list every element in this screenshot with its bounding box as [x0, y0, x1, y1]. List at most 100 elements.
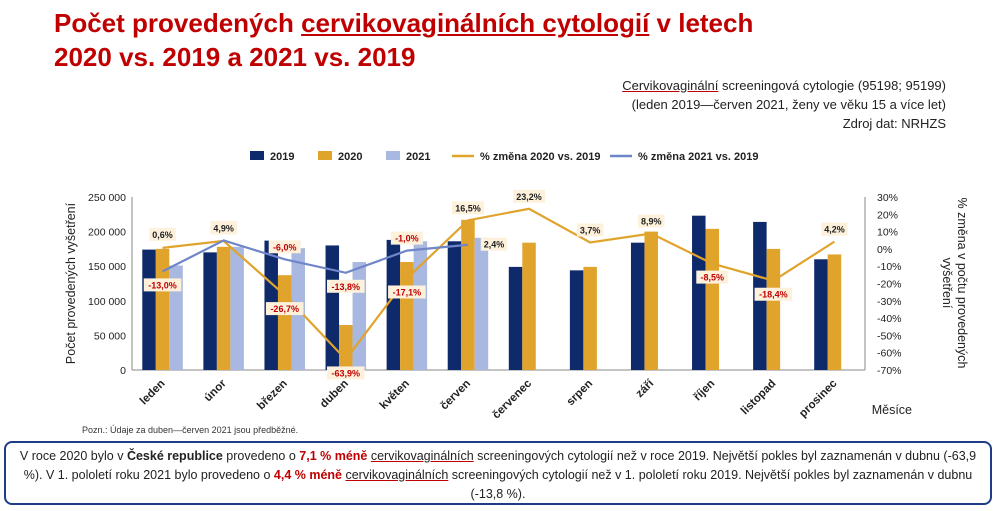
data-label-2021-červen: 2,4%: [484, 240, 505, 250]
title-part-2: cervikovaginálních cytologií: [301, 8, 650, 38]
bar-2021-červen: [474, 237, 489, 370]
legend-swatch-1: [318, 151, 332, 160]
bar-2019-duben: [325, 245, 340, 370]
data-label-2021-březen: -6,0%: [273, 242, 297, 252]
y2-tick-label: -50%: [877, 330, 902, 342]
subtitle-part-2: screeningová cytologie (95198; 95199): [718, 78, 946, 93]
data-label-2021-leden: -13,0%: [148, 280, 177, 290]
data-label-2020-srpen-bg: [576, 223, 604, 237]
data-label-2021-duben: -13,8%: [332, 282, 361, 292]
bar-2019-leden: [142, 249, 156, 370]
bar-2020-září: [644, 231, 658, 370]
y-tick-label: 0: [120, 365, 126, 377]
data-label-2021-únor-bg: [210, 221, 237, 235]
y-axis-title: Počet provedených vyšetření: [64, 202, 78, 364]
bar-2020-červenec: [522, 242, 536, 370]
x-tick-label: únor: [202, 377, 229, 404]
line-series-3: [162, 207, 836, 362]
data-label-2021-únor: 4,9%: [213, 223, 234, 233]
footnote: Pozn.: Údaje za duben—červen 2021 jsou p…: [82, 425, 299, 435]
x-tick-label: září: [634, 377, 657, 400]
x-tick-label: březen: [255, 378, 290, 413]
y-tick-label: 250 000: [88, 192, 126, 204]
bar-2019-září: [630, 242, 645, 370]
y2-axis-title: % změna v počtu provedenýchvyšetření: [940, 198, 969, 369]
summary-text-4: screeningových cytologií než v 1. polole…: [448, 468, 973, 501]
bar-2019-říjen: [692, 215, 706, 370]
data-label-2020-březen-bg: [265, 302, 304, 316]
bar-2020-únor: [216, 246, 231, 370]
legend-label-2: 2021: [406, 151, 430, 163]
y2-tick-label: -40%: [877, 313, 902, 325]
bar-2020-červen: [461, 219, 475, 370]
x-tick-label: prosinec: [797, 377, 840, 420]
x-tick-label: listopad: [739, 378, 779, 418]
data-label-2020-listopad: -18,4%: [759, 290, 788, 300]
summary-2021-change: 4,4 % méně: [273, 468, 342, 482]
y2-tick-label: -30%: [877, 296, 902, 308]
y2-tick-label: -60%: [877, 348, 902, 360]
data-label-2020-říjen: -8,5%: [701, 273, 725, 283]
chart-subtitle: Cervikovaginální screeningová cytologie …: [526, 76, 946, 133]
x-tick-label: květen: [378, 378, 412, 412]
legend-label-0: 2019: [270, 151, 294, 163]
bar-2019-červenec: [508, 266, 523, 370]
bar-2020-březen: [277, 275, 292, 370]
y2-tick-label: 10%: [877, 227, 898, 239]
bar-2021-únor: [230, 246, 244, 370]
y-tick-label: 150 000: [88, 261, 126, 273]
bar-2020-leden: [155, 248, 170, 370]
legend-label-4: % změna 2021 vs. 2019: [638, 151, 758, 163]
x-tick-label: leden: [138, 378, 168, 408]
y2-tick-label: 0%: [877, 244, 892, 256]
data-label-2021-duben-bg: [326, 279, 365, 293]
data-label-2020-září-bg: [638, 214, 665, 228]
x-tick-label: říjen: [692, 378, 718, 404]
y2-tick-label: -10%: [877, 261, 902, 273]
data-label-2020-leden: 0,6%: [152, 230, 173, 240]
bar-2020-listopad: [766, 248, 781, 370]
data-label-2020-prosinec: 4,2%: [824, 225, 845, 235]
bar-2019-prosinec: [814, 259, 828, 370]
subtitle-line-2: (leden 2019—červen 2021, ženy ve věku 15…: [631, 97, 946, 112]
data-label-2020-červenec-bg: [513, 189, 546, 203]
data-label-2020-květen-bg: [388, 285, 426, 299]
data-label-2020-říjen-bg: [696, 270, 729, 284]
summary-text-1: V roce 2020 bylo v: [19, 449, 127, 463]
bar-2019-srpen: [569, 270, 584, 370]
summary-country: České republice: [126, 449, 223, 463]
bar-2019-květen: [386, 239, 401, 370]
subtitle-line-3: Zdroj dat: NRHZS: [842, 116, 946, 131]
data-label-2020-duben: -63,9%: [332, 368, 361, 378]
data-label-2021-březen-bg: [268, 240, 301, 254]
x-tick-label: červen: [438, 378, 473, 413]
x-tick-label: červenec: [490, 377, 534, 421]
y-tick-label: 100 000: [88, 296, 126, 308]
bar-2021-květen: [413, 241, 428, 370]
summary-term-1: cervikovaginálních: [370, 449, 474, 463]
y2-tick-label: -20%: [877, 279, 902, 291]
bar-2021-leden: [169, 265, 183, 370]
legend-label-1: 2020: [338, 151, 362, 163]
title-part-1: Počet provedených: [54, 8, 302, 38]
legend-label-3: % změna 2020 vs. 2019: [480, 151, 600, 163]
x-tick-label: duben: [318, 378, 351, 411]
y-tick-label: 50 000: [94, 330, 126, 342]
bar-2019-únor: [203, 252, 217, 370]
data-label-2020-květen: -17,1%: [393, 287, 422, 297]
data-label-2020-srpen: 3,7%: [580, 225, 601, 235]
y2-tick-label: -70%: [877, 365, 902, 377]
y-tick-label: 200 000: [88, 227, 126, 239]
legend-swatch-2: [386, 151, 400, 160]
y2-tick-label: 30%: [877, 192, 898, 204]
data-label-2020-duben-bg: [326, 366, 365, 380]
summary-2020-change: 7,1 % méně: [299, 449, 368, 463]
bar-2020-duben: [339, 325, 353, 370]
data-label-2021-květen-bg: [390, 231, 423, 245]
x-tick-label: srpen: [565, 378, 596, 409]
data-label-2021-květen: -1,0%: [395, 234, 419, 244]
y2-tick-label: 20%: [877, 209, 898, 221]
summary-term-2: cervikovaginálních: [345, 468, 449, 482]
data-label-2020-červenec: 23,2%: [516, 192, 542, 202]
